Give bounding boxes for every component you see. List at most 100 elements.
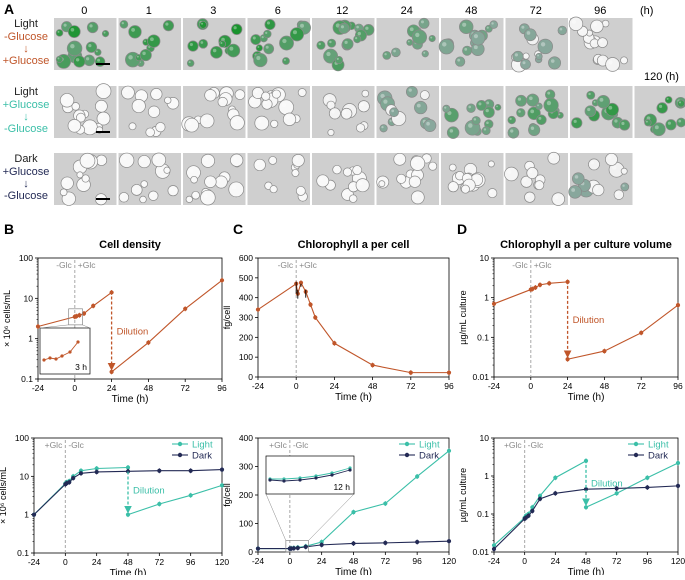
data-point [189, 493, 193, 497]
panel-letter-d: D [457, 221, 467, 237]
time-unit-label: (h) [640, 5, 653, 17]
x-tick-label: -24 [32, 383, 45, 393]
cell-highlight [614, 119, 617, 122]
cell-highlight [218, 178, 222, 182]
cell [488, 161, 494, 167]
x-axis-label: Time (h) [335, 392, 372, 403]
cell-highlight [571, 188, 575, 192]
cell-highlight [463, 187, 465, 189]
cell-highlight [622, 169, 624, 171]
y-tick-label: 1 [28, 334, 33, 344]
cell-highlight [393, 50, 396, 53]
cell [279, 36, 293, 50]
condition-label: +Glc [78, 260, 96, 270]
cell-highlight [529, 170, 532, 173]
inset-point [68, 350, 71, 353]
y-axis-label: µg/mL culture [458, 290, 468, 344]
cell-highlight [391, 110, 394, 113]
cell-highlight [96, 50, 98, 52]
cell-highlight [63, 96, 67, 100]
chart-title: Chlorophyll a per cell [298, 239, 410, 251]
cell-highlight [474, 45, 478, 49]
x-tick-label: 48 [368, 381, 378, 391]
cell-highlight [135, 102, 139, 106]
row-label: Light [14, 86, 38, 98]
time-label: 0 [81, 5, 87, 17]
inset-point [76, 340, 79, 343]
data-point [645, 485, 649, 489]
cell [621, 168, 627, 174]
cell [472, 116, 480, 124]
data-point [351, 541, 355, 545]
cell-highlight [550, 155, 554, 159]
x-tick-label: -24 [252, 381, 265, 391]
data-point [110, 370, 114, 374]
cell [666, 120, 676, 130]
cell-highlight [380, 182, 382, 184]
cell-highlight [133, 187, 136, 190]
x-tick-label: 96 [643, 556, 653, 566]
cell [349, 195, 357, 203]
cell [329, 108, 340, 119]
cell [535, 181, 544, 190]
cell-highlight [529, 96, 533, 100]
y-tick-label: 0.1 [21, 374, 33, 384]
dilution-label: Dilution [573, 315, 605, 326]
cell-highlight [166, 98, 168, 100]
cell-highlight [468, 106, 471, 109]
cell-highlight [465, 182, 469, 186]
cell [397, 174, 406, 183]
cell [131, 184, 142, 195]
cell [231, 24, 242, 35]
cell-highlight [486, 109, 489, 112]
cell [411, 191, 424, 204]
cell-highlight [486, 121, 489, 124]
cell-highlight [264, 101, 267, 104]
cell [420, 91, 429, 100]
cell-highlight [351, 196, 353, 198]
data-point [371, 363, 375, 367]
cell-highlight [284, 59, 286, 61]
cell-highlight [203, 193, 207, 197]
cell-highlight [200, 41, 203, 44]
cell-highlight [104, 32, 106, 34]
cell-highlight [622, 185, 624, 187]
cell [218, 97, 227, 106]
data-point [492, 547, 496, 551]
cell [678, 100, 685, 107]
cell-highlight [473, 176, 477, 180]
cell [283, 113, 296, 126]
data-point [351, 510, 355, 514]
cell-highlight [551, 59, 555, 63]
time-label: 96 [594, 5, 606, 17]
cell-highlight [251, 98, 255, 102]
cell [528, 124, 539, 135]
cell [298, 88, 306, 96]
cell-highlight [344, 41, 347, 44]
data-point [447, 371, 451, 375]
cell [455, 57, 464, 66]
cell-highlight [99, 87, 103, 91]
data-point [447, 449, 451, 453]
cell-highlight [229, 47, 233, 51]
cell-highlight [411, 178, 414, 181]
data-point [256, 307, 260, 311]
series-line [258, 283, 449, 373]
cell [56, 29, 63, 36]
cell-highlight [667, 98, 669, 100]
data-point [332, 341, 336, 345]
cell [317, 175, 329, 187]
cell [141, 181, 148, 188]
x-tick-label: 96 [217, 383, 227, 393]
cell-highlight [232, 185, 236, 189]
cell [597, 95, 610, 108]
cell [292, 169, 299, 176]
y-tick-label: 1 [24, 510, 29, 520]
cell [429, 162, 437, 170]
cell-highlight [408, 41, 410, 43]
cell-highlight [451, 165, 453, 167]
data-point [320, 543, 324, 547]
cell-highlight [547, 101, 551, 105]
